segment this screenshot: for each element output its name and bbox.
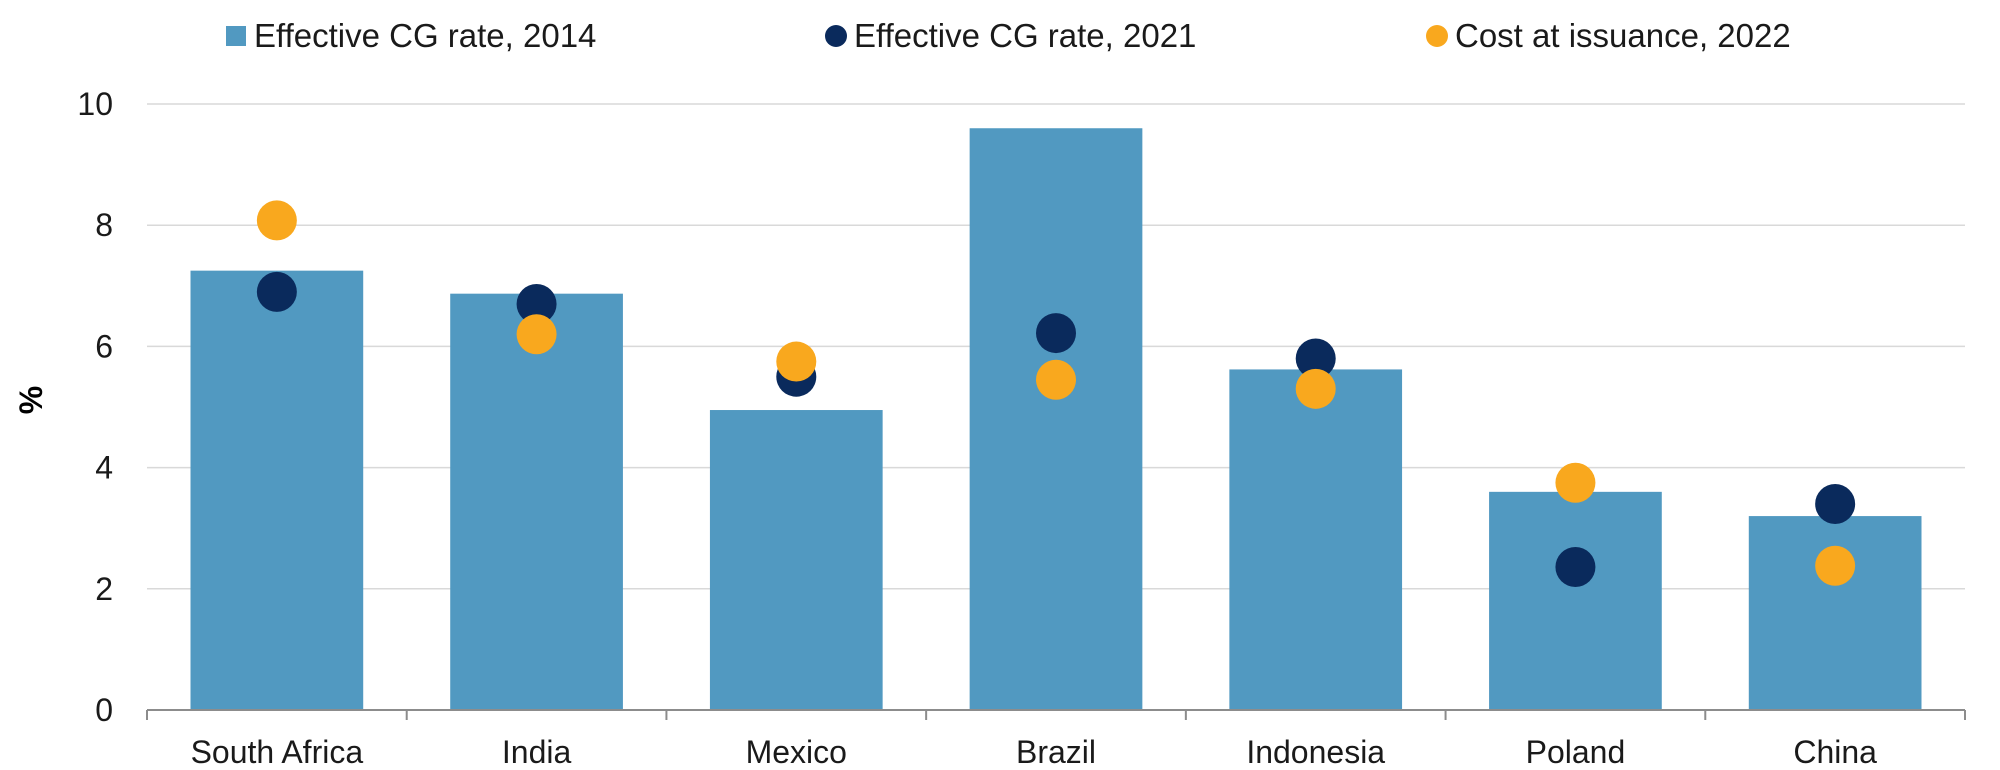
legend-label: Effective CG rate, 2014 <box>254 17 596 54</box>
data-point <box>776 341 817 382</box>
data-point <box>1555 546 1596 587</box>
x-axis-labels: South Africa India Mexico Brazil Indonesia Po… <box>191 734 1878 770</box>
point-series <box>256 200 1856 587</box>
y-tick-label: 6 <box>95 328 113 364</box>
bar <box>1229 369 1403 710</box>
y-tick-label: 8 <box>95 207 113 243</box>
data-point <box>516 283 557 324</box>
bar <box>969 128 1143 711</box>
legend-marker <box>825 25 847 47</box>
x-axis <box>146 709 1966 720</box>
data-point <box>1295 368 1336 409</box>
y-tick-label: 0 <box>95 692 113 728</box>
data-point <box>1036 359 1076 400</box>
legend: Effective CG rate, 2014 Effective CG rate… <box>226 17 1791 54</box>
bar <box>709 410 883 710</box>
data-point <box>256 271 297 312</box>
data-point <box>256 200 297 241</box>
x-tick-label: Mexico <box>746 734 847 770</box>
x-tick-label: India <box>502 734 572 770</box>
x-tick-label: Indonesia <box>1246 734 1385 770</box>
x-tick-label: Brazil <box>1016 734 1096 770</box>
x-tick-label: Poland <box>1526 734 1626 770</box>
legend-label: Cost at issuance, 2022 <box>1455 17 1791 54</box>
y-axis-title: % <box>13 386 49 414</box>
y-tick-label: 2 <box>95 571 113 607</box>
bar <box>190 270 364 710</box>
data-point <box>1555 462 1596 503</box>
legend-marker <box>1426 25 1448 47</box>
y-tick-label: 4 <box>95 450 113 486</box>
data-point <box>1815 483 1856 524</box>
data-point <box>1295 338 1336 379</box>
bar <box>1489 491 1662 710</box>
bar-series <box>190 128 1922 711</box>
x-tick-label: China <box>1793 734 1877 770</box>
legend-label: Effective CG rate, 2021 <box>854 17 1196 54</box>
bar <box>450 293 623 710</box>
x-tick-label: South Africa <box>191 734 364 770</box>
y-axis: 0 2 4 6 8 10 <box>77 86 113 728</box>
data-point <box>1815 545 1856 586</box>
data-point <box>516 314 557 355</box>
bar <box>1748 516 1922 710</box>
data-point <box>1036 313 1076 354</box>
y-tick-label: 10 <box>77 86 113 122</box>
legend-marker <box>226 26 246 46</box>
